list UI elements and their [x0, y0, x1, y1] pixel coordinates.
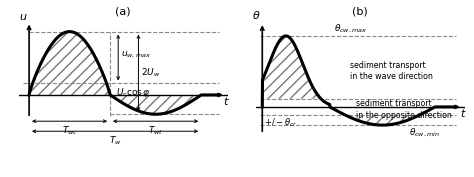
Text: $T_{wc}$: $T_{wc}$: [62, 124, 78, 137]
Text: $2U_w$: $2U_w$: [141, 67, 161, 79]
Text: $\theta$: $\theta$: [252, 9, 260, 21]
Text: $+/-\theta_{cr}$: $+/-\theta_{cr}$: [264, 117, 298, 129]
Text: t: t: [460, 109, 465, 119]
Title: (a): (a): [116, 7, 131, 17]
Text: $T_w$: $T_w$: [109, 134, 121, 147]
Text: $\theta_{cw,min}$: $\theta_{cw,min}$: [409, 127, 440, 139]
Text: t: t: [223, 97, 228, 107]
Text: sediment transport
in the opposite direction: sediment transport in the opposite direc…: [356, 99, 452, 119]
Text: $T_{wt}$: $T_{wt}$: [148, 124, 164, 137]
Text: sediment transport
in the wave direction: sediment transport in the wave direction: [350, 61, 433, 81]
Text: $u_{w,max}$: $u_{w,max}$: [121, 50, 151, 60]
Text: u: u: [19, 12, 26, 22]
Text: $\theta_{cw,max}$: $\theta_{cw,max}$: [334, 23, 367, 35]
Text: $U_c \cos\varphi$: $U_c \cos\varphi$: [116, 86, 151, 99]
Title: (b): (b): [352, 7, 368, 17]
